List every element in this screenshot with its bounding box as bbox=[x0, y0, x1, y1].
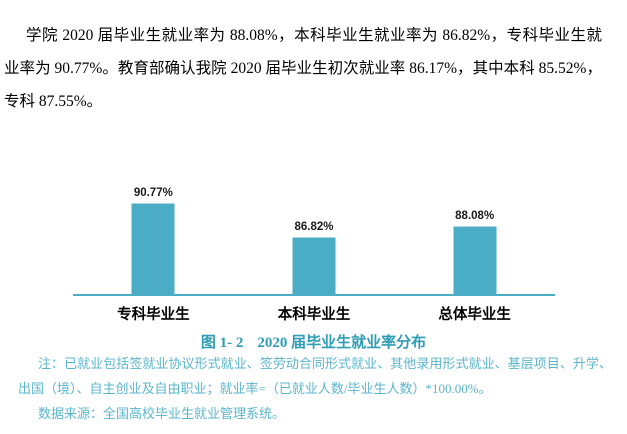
category-row: 专科毕业生 本科毕业生 总体毕业生 bbox=[73, 303, 555, 324]
bar-2 bbox=[292, 237, 336, 296]
bar-plot: 90.77% 86.82% 88.08% bbox=[73, 187, 555, 296]
bar-value-label: 86.82% bbox=[294, 221, 334, 234]
caption-figure-number: 图 1- 2 bbox=[200, 335, 244, 351]
bar-3 bbox=[453, 226, 497, 296]
bar-1 bbox=[131, 203, 175, 296]
category-label: 总体毕业生 bbox=[438, 307, 511, 323]
figure-caption: 图 1- 2 2020 届毕业生就业率分布 bbox=[0, 331, 627, 352]
x-axis-line bbox=[73, 294, 555, 296]
caption-figure-title: 2020 届毕业生就业率分布 bbox=[257, 335, 427, 351]
bar-column-3: 88.08% bbox=[394, 194, 555, 296]
bar-column-1: 90.77% bbox=[73, 187, 234, 296]
intro-paragraph: 学院 2020 届毕业生就业率为 88.08%，本科毕业生就业率为 86.82%… bbox=[4, 27, 602, 110]
bar-column-2: 86.82% bbox=[234, 194, 395, 296]
data-source-paragraph: 数据来源：全国高校毕业生就业管理系统。 bbox=[38, 406, 286, 421]
category-label: 专科毕业生 bbox=[117, 307, 190, 323]
bar-value-label: 88.08% bbox=[455, 210, 495, 223]
bar-value-label: 90.77% bbox=[133, 187, 173, 200]
note-paragraph: 注：已就业包括签就业协议形式就业、签劳动合同形式就业、其他录用形式就业、基层项目… bbox=[18, 356, 612, 396]
category-label: 本科毕业生 bbox=[277, 307, 351, 323]
